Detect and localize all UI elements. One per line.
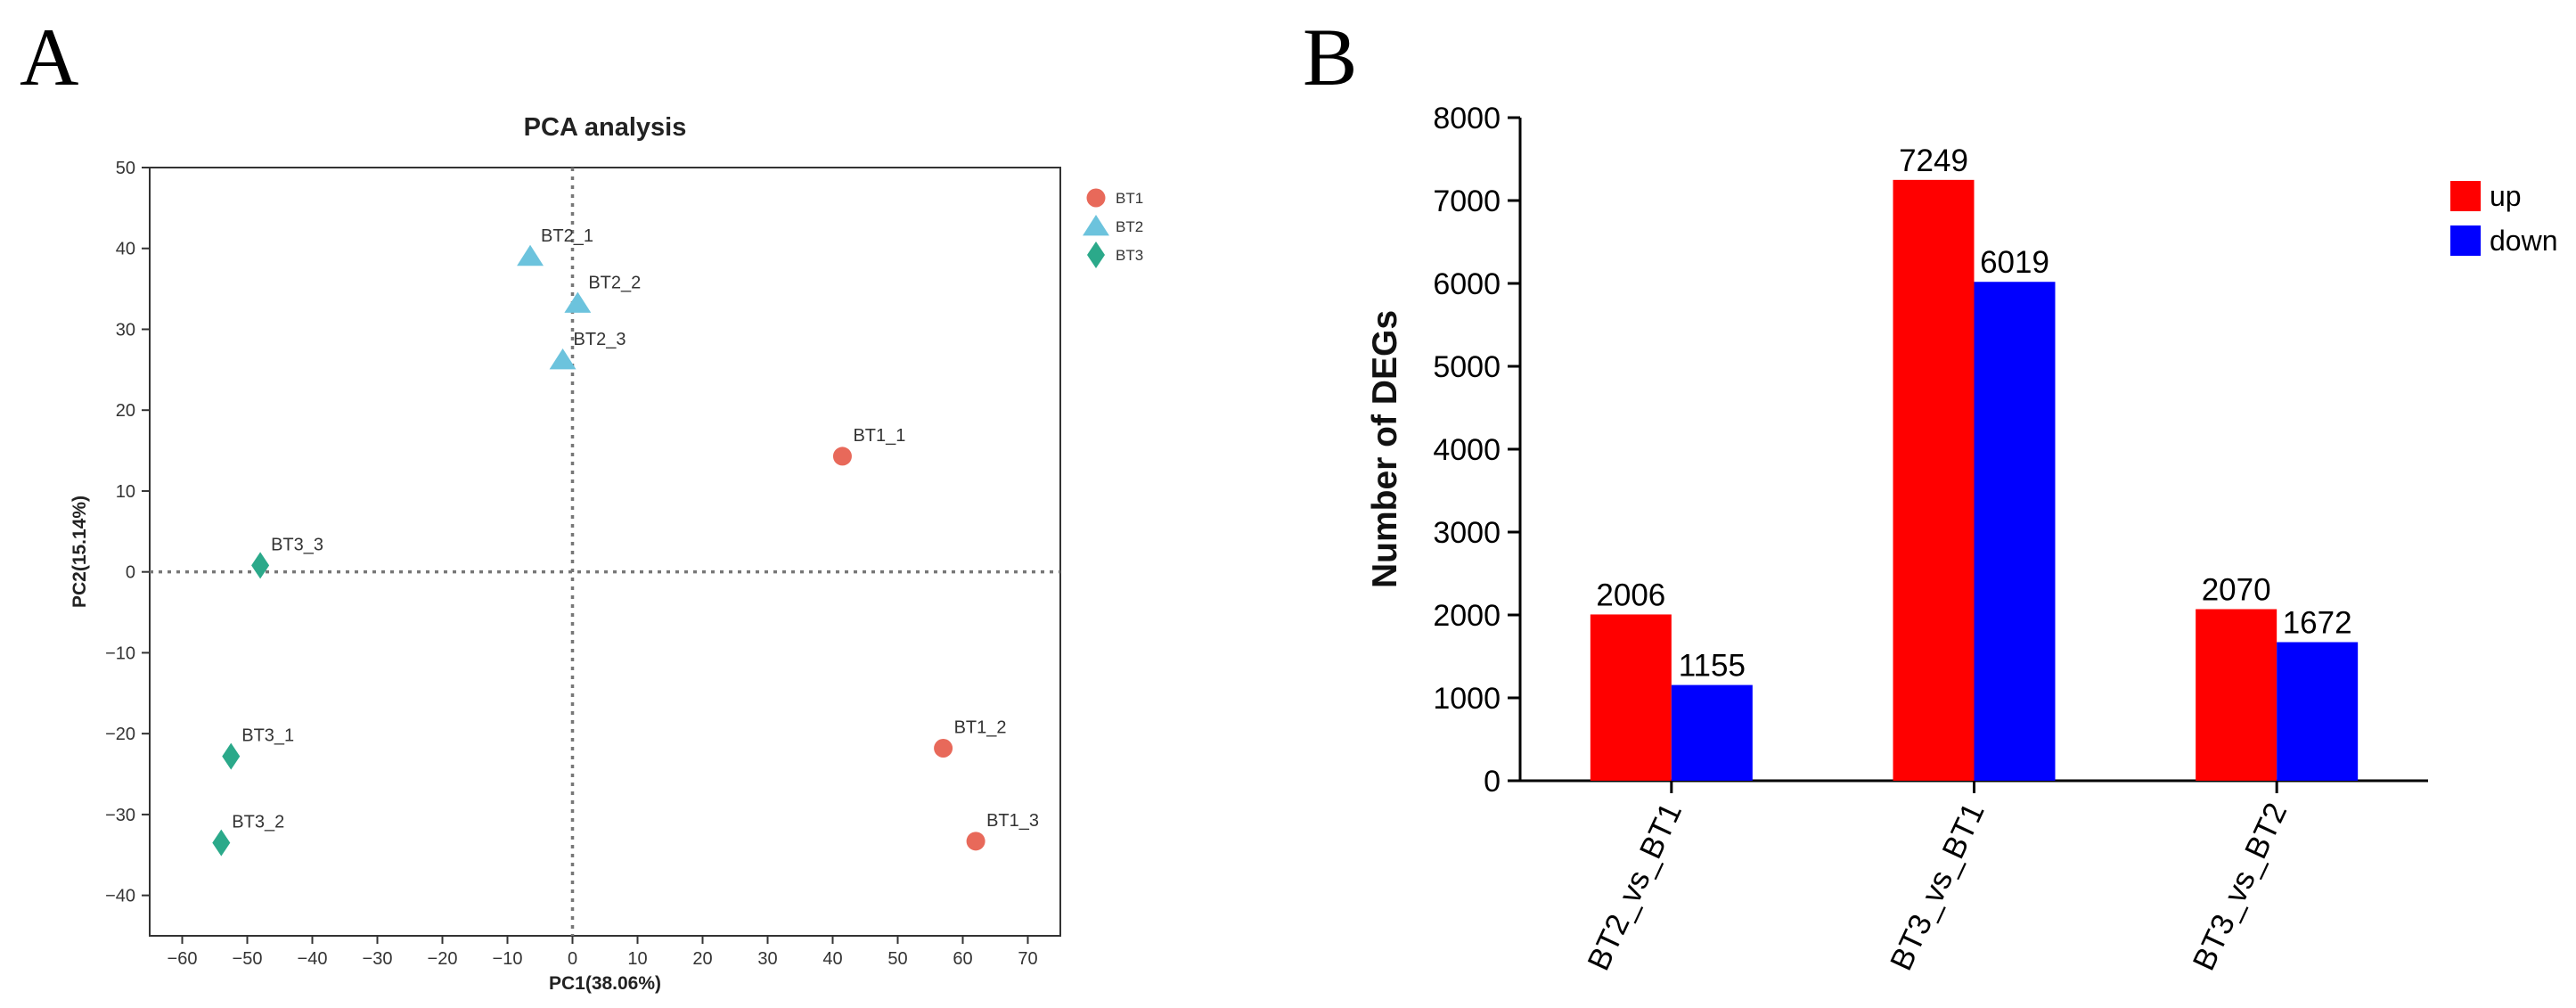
bar-legend-label: up (2490, 180, 2522, 212)
pca-x-tick-label: 60 (953, 949, 972, 969)
pca-x-tick-label: −10 (493, 949, 523, 969)
bar-y-tick-label: 4000 (1433, 433, 1501, 467)
pca-x-tick-label: −50 (233, 949, 263, 969)
pca-point-bt2-3 (549, 348, 577, 370)
pca-y-tick-label: 10 (116, 482, 135, 502)
bar-y-tick-label: 2000 (1433, 599, 1501, 633)
pca-legend-marker-bt1 (1086, 188, 1106, 208)
bar-value-label: 1155 (1679, 649, 1746, 684)
pca-y-tick-label: 0 (126, 563, 135, 583)
bar-y-tick-label: 8000 (1433, 102, 1501, 135)
pca-legend-label: BT3 (1116, 247, 1143, 264)
pca-y-tick-label: 50 (116, 159, 135, 178)
pca-x-tick-label: −20 (428, 949, 458, 969)
bar-down-bt3-vs-bt1 (1974, 282, 2056, 781)
pca-point-label: BT3_2 (232, 813, 284, 832)
pca-y-axis-label: PC2(15.14%) (70, 496, 90, 608)
pca-point-bt2-1 (517, 244, 544, 266)
pca-point-bt1-1 (832, 447, 852, 466)
pca-y-tick-label: 40 (116, 240, 135, 259)
pca-y-tick-label: −20 (105, 725, 135, 744)
pca-x-axis-label: PC1(38.06%) (549, 973, 661, 994)
pca-x-tick-label: 30 (757, 949, 777, 969)
bar-down-bt3-vs-bt2 (2277, 642, 2359, 781)
pca-legend-label: BT1 (1116, 190, 1143, 207)
pca-x-tick-label: −40 (298, 949, 328, 969)
pca-legend-label: BT2 (1116, 218, 1143, 235)
panel-label-a: A (20, 12, 79, 102)
bar-down-bt2-vs-bt1 (1671, 684, 1753, 781)
pca-y-tick-label: −40 (105, 887, 135, 906)
bar-up-bt3-vs-bt2 (2196, 609, 2278, 781)
bar-category-label: BT2_vs_BT1 (1581, 798, 1689, 976)
pca-x-tick-label: 70 (1018, 949, 1037, 969)
pca-point-bt1-2 (934, 738, 953, 758)
pca-plot-frame (149, 167, 1061, 937)
pca-point-label: BT1_2 (954, 717, 1007, 737)
pca-legend-marker-bt2 (1083, 215, 1109, 236)
pca-scatter-chart: PCA analysis PC1(38.06%) PC2(15.14%) −60… (70, 113, 1143, 994)
pca-point-label: BT2_1 (541, 226, 593, 246)
pca-x-tick-label: −60 (168, 949, 198, 969)
pca-x-tick-label: 40 (822, 949, 842, 969)
bar-y-tick-label: 6000 (1433, 267, 1501, 301)
pca-legend-marker-bt3 (1087, 242, 1105, 268)
bar-legend-label: down (2490, 225, 2558, 257)
bar-category-label: BT3_vs_BT2 (2187, 798, 2294, 976)
pca-point-label: BT3_3 (271, 535, 323, 554)
pca-y-tick-label: −10 (105, 643, 135, 663)
pca-point-label: BT1_3 (986, 811, 1039, 831)
bar-value-label: 1672 (2283, 606, 2352, 641)
pca-point-bt1-3 (966, 832, 985, 851)
pca-y-tick-label: 30 (116, 320, 135, 340)
bar-y-tick-label: 1000 (1433, 682, 1501, 716)
pca-x-tick-label: 0 (568, 949, 577, 969)
bar-up-bt2-vs-bt1 (1590, 614, 1672, 781)
pca-y-tick-label: −30 (105, 806, 135, 825)
bar-y-tick-label: 5000 (1433, 350, 1501, 384)
bar-value-label: 2006 (1596, 578, 1665, 612)
pca-title: PCA analysis (524, 113, 687, 142)
bar-value-label: 7249 (1899, 143, 1968, 178)
bar-category-label: BT3_vs_BT1 (1884, 798, 1991, 976)
pca-y-tick-label: 20 (116, 401, 135, 421)
pca-point-label: BT2_3 (574, 330, 626, 349)
bar-y-tick-label: 7000 (1433, 184, 1501, 218)
pca-point-label: BT3_1 (241, 726, 294, 746)
bar-value-label: 2070 (2202, 572, 2271, 607)
bar-y-tick-label: 3000 (1433, 516, 1501, 550)
bar-y-axis-label: Number of DEGs (1366, 310, 1404, 588)
pca-point-label: BT2_2 (588, 273, 641, 292)
bar-legend-swatch-down (2450, 225, 2481, 256)
pca-point-bt3-2 (212, 829, 231, 856)
panel-label-b: B (1303, 12, 1358, 102)
pca-point-bt3-3 (251, 552, 270, 579)
pca-point-label: BT1_1 (853, 426, 905, 446)
pca-x-tick-label: −30 (363, 949, 393, 969)
pca-point-bt3-1 (222, 742, 241, 770)
bar-value-label: 6019 (1980, 245, 2049, 280)
pca-x-tick-label: 50 (887, 949, 907, 969)
pca-x-tick-label: 20 (692, 949, 712, 969)
bar-y-tick-label: 0 (1484, 765, 1501, 799)
bar-up-bt3-vs-bt1 (1893, 179, 1975, 781)
pca-x-tick-label: 10 (627, 949, 647, 969)
bar-legend-swatch-up (2450, 181, 2481, 211)
pca-point-bt2-2 (564, 291, 592, 313)
